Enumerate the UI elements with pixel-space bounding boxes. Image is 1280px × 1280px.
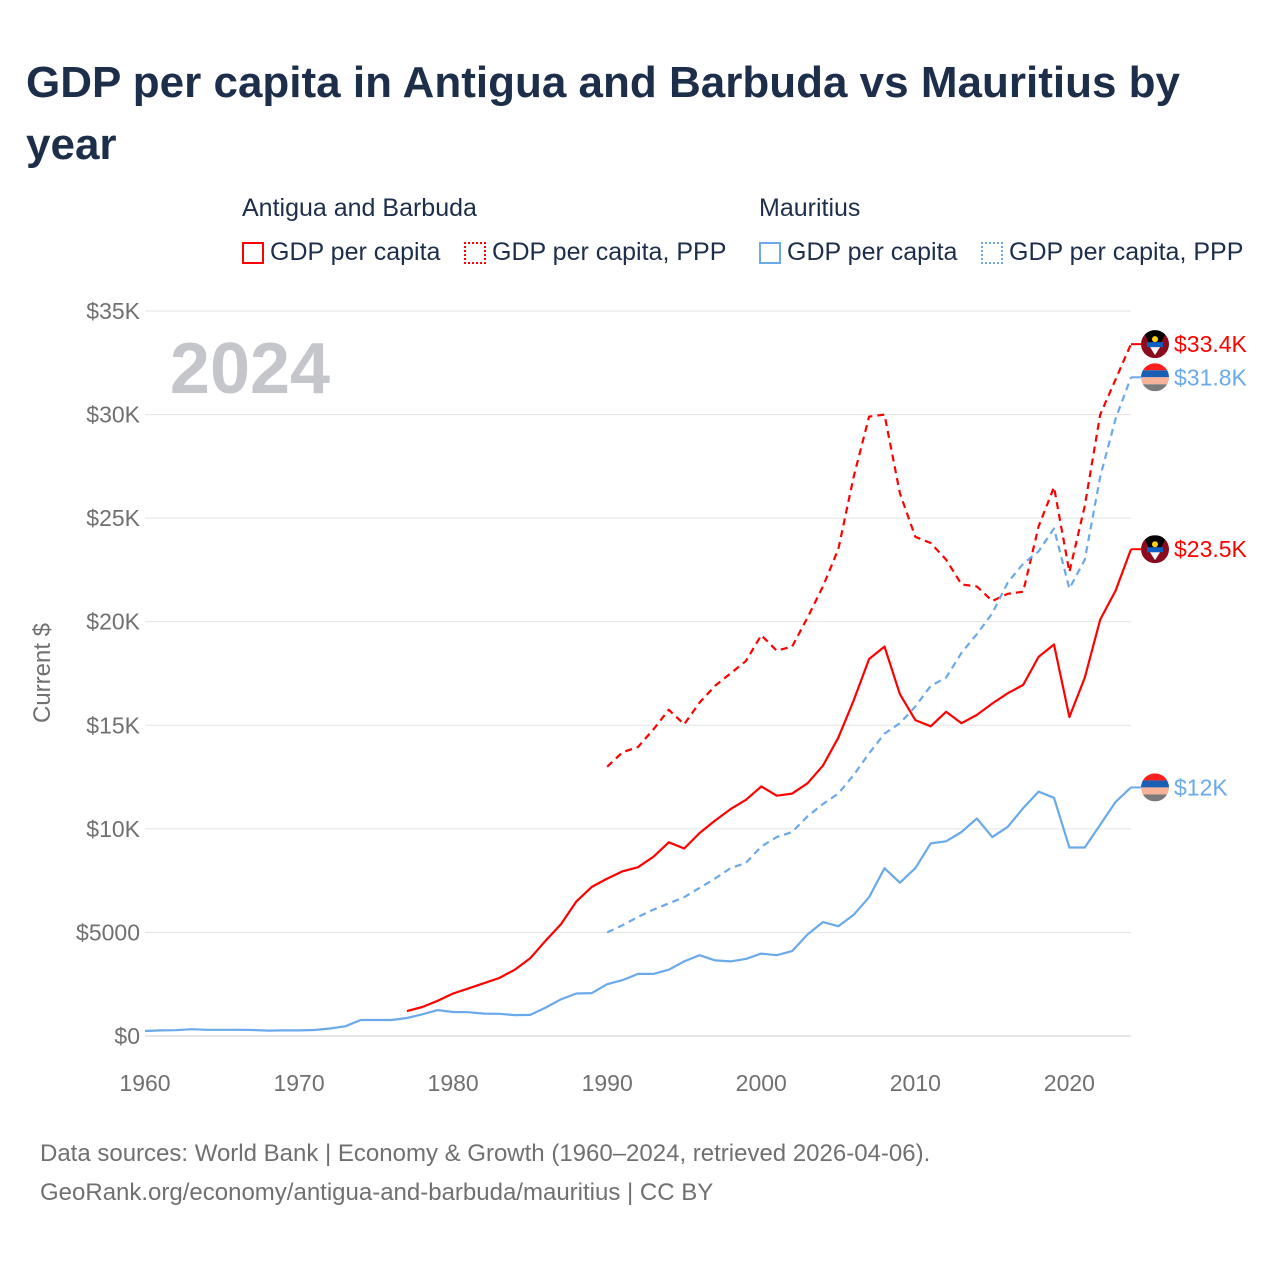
legend-label: GDP per capita <box>787 238 958 266</box>
flag-icon-antigua <box>1141 330 1169 359</box>
y-tick-label: $5000 <box>76 919 140 945</box>
legend-label: GDP per capita <box>270 238 441 266</box>
y-tick-label: $20K <box>86 609 140 635</box>
y-tick-label: $30K <box>86 402 140 428</box>
legend-item-mauritius-gdp[interactable]: GDP per capita <box>759 238 957 267</box>
legend-swatch-dotted <box>981 241 1003 264</box>
end-value-label: $33.4K <box>1174 331 1248 357</box>
legend-item-mauritius-ppp[interactable]: GDP per capita, PPP <box>981 238 1243 267</box>
legend-label: GDP per capita, PPP <box>1009 238 1244 266</box>
end-value-label: $23.5K <box>1174 536 1248 562</box>
y-tick-label: $10K <box>86 816 140 842</box>
end-value-label: $31.8K <box>1174 364 1248 390</box>
year-watermark: 2024 <box>170 329 330 409</box>
legend-swatch-dotted <box>464 241 486 264</box>
y-axis-label: Current $ <box>29 623 56 723</box>
legend-item-antigua-ppp[interactable]: GDP per capita, PPP <box>464 238 726 267</box>
y-tick-label: $0 <box>114 1023 140 1049</box>
flag-icon-antigua <box>1141 535 1169 564</box>
y-tick-label: $35K <box>86 298 140 324</box>
legend-label: GDP per capita, PPP <box>492 238 727 266</box>
series-line-antigua-ppp <box>606 343 1133 768</box>
series-line-mauritius-gdp <box>144 786 1132 1033</box>
x-tick-label: 2000 <box>736 1070 787 1096</box>
legend-swatch-solid <box>759 241 781 264</box>
legend-group-antigua: Antigua and Barbuda <box>242 194 477 222</box>
y-tick-label: $15K <box>86 712 140 738</box>
x-tick-label: 2010 <box>890 1070 941 1096</box>
legend-item-antigua-gdp[interactable]: GDP per capita <box>242 238 440 267</box>
footer-link[interactable]: GeoRank.org/economy/antigua-and-barbuda/… <box>40 1179 714 1206</box>
flag-icon-mauritius <box>1141 363 1169 392</box>
x-tick-label: 1990 <box>582 1070 633 1096</box>
series-line-mauritius-ppp <box>606 376 1133 934</box>
x-tick-label: 2020 <box>1044 1070 1095 1096</box>
legend-group-mauritius: Mauritius <box>759 194 861 222</box>
x-tick-label: 1970 <box>273 1070 324 1096</box>
flag-icon-mauritius <box>1141 773 1169 802</box>
x-tick-label: 1960 <box>119 1070 170 1096</box>
series-line-antigua-gdp <box>406 548 1133 1013</box>
legend-swatch-solid <box>242 241 264 264</box>
y-tick-label: $25K <box>86 505 140 531</box>
footer-sources: Data sources: World Bank | Economy & Gro… <box>40 1140 931 1167</box>
end-value-label: $12K <box>1174 774 1228 800</box>
chart-title: GDP per capita in Antigua and Barbuda vs… <box>26 58 1180 169</box>
x-tick-label: 1980 <box>428 1070 479 1096</box>
